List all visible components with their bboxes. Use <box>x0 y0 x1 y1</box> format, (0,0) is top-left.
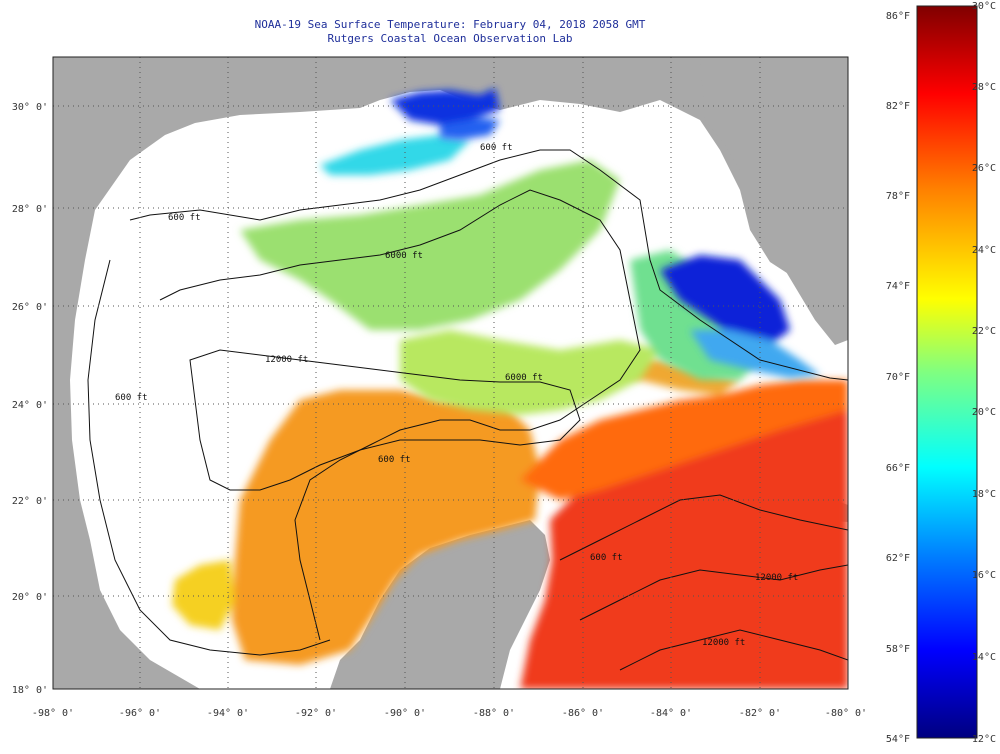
lon-tick-label: -80° 0' <box>825 708 867 719</box>
colorbar-f-label: 86°F <box>886 11 910 22</box>
contour-label: 600 ft <box>378 455 411 465</box>
colorbar-c-label: 20°C <box>972 407 996 418</box>
contour-label: 600 ft <box>168 213 201 223</box>
sst-warm-east <box>520 380 848 689</box>
isobath-12000ft <box>189 349 581 491</box>
contour-label: 12000 ft <box>702 638 745 648</box>
lon-tick-label: -94° 0' <box>207 708 249 719</box>
graticule <box>53 57 848 689</box>
map-subtitle: Rutgers Coastal Ocean Observation Lab <box>327 32 573 45</box>
lat-tick-label: 26° 0' <box>12 302 48 313</box>
isobath-west-shelf <box>87 259 331 656</box>
lat-tick-label: 18° 0' <box>12 685 48 696</box>
colorbar-c-label: 14°C <box>972 652 996 663</box>
contour-label: 600 ft <box>115 393 148 403</box>
sst-warm-channel <box>520 380 848 500</box>
isobath-caribbean <box>559 494 848 671</box>
colorbar-c-label: 12°C <box>972 734 996 745</box>
contour-label: 6000 ft <box>385 251 423 261</box>
sst-cyan-north <box>320 135 470 175</box>
colorbar-c-label: 24°C <box>972 245 996 256</box>
sst-blue-florida-west <box>660 255 790 345</box>
map-frame <box>52 56 849 690</box>
isobath-6000ft <box>159 189 641 641</box>
sst-cyan-florida <box>690 330 820 378</box>
lon-tick-label: -84° 0' <box>650 708 692 719</box>
lon-tick-label: -82° 0' <box>739 708 781 719</box>
lon-tick-label: -90° 0' <box>384 708 426 719</box>
sst-yellow-nw <box>172 560 235 630</box>
colorbar-f-label: 66°F <box>886 463 910 474</box>
sst-blue-louisiana <box>390 88 500 125</box>
colorbar-c-label: 30°C <box>972 1 996 12</box>
contour-label: 6000 ft <box>505 373 543 383</box>
lon-tick-label: -98° 0' <box>32 708 74 719</box>
lon-tick-label: -88° 0' <box>473 708 515 719</box>
sst-green-mid <box>400 330 660 415</box>
colorbar-c-label: 18°C <box>972 489 996 500</box>
lat-tick-label: 24° 0' <box>12 400 48 411</box>
florida-peninsula <box>700 57 848 345</box>
isobath-600ft <box>129 149 848 381</box>
colorbar-f-label: 82°F <box>886 101 910 112</box>
sst-blue-mississippi <box>440 118 500 140</box>
contour-label: 12000 ft <box>755 573 798 583</box>
map-title: NOAA-19 Sea Surface Temperature: Februar… <box>254 18 646 31</box>
lat-tick-label: 28° 0' <box>12 204 48 215</box>
colorbar-c-label: 26°C <box>972 163 996 174</box>
lon-tick-label: -96° 0' <box>119 708 161 719</box>
colorbar-c-label: 22°C <box>972 326 996 337</box>
colorbar-f-label: 78°F <box>886 191 910 202</box>
colorbar-f-label: 70°F <box>886 372 910 383</box>
lat-tick-label: 30° 0' <box>12 102 48 113</box>
colorbar-c-label: 16°C <box>972 570 996 581</box>
yucatan-peninsula <box>330 520 550 689</box>
colorbar-f-label: 74°F <box>886 281 910 292</box>
contour-label: 600 ft <box>480 143 513 153</box>
lon-tick-label: -92° 0' <box>295 708 337 719</box>
colorbar-c-label: 28°C <box>972 82 996 93</box>
contour-label: 600 ft <box>590 553 623 563</box>
colorbar-f-label: 54°F <box>886 734 910 745</box>
colorbar-f-label: 62°F <box>886 553 910 564</box>
contour-label: 12000 ft <box>265 355 308 365</box>
colorbar-f-label: 58°F <box>886 644 910 655</box>
lon-tick-label: -86° 0' <box>562 708 604 719</box>
lat-tick-label: 22° 0' <box>12 496 48 507</box>
temperature-colorbar <box>916 5 978 739</box>
sst-green-belt <box>240 160 620 330</box>
lat-tick-label: 20° 0' <box>12 592 48 603</box>
